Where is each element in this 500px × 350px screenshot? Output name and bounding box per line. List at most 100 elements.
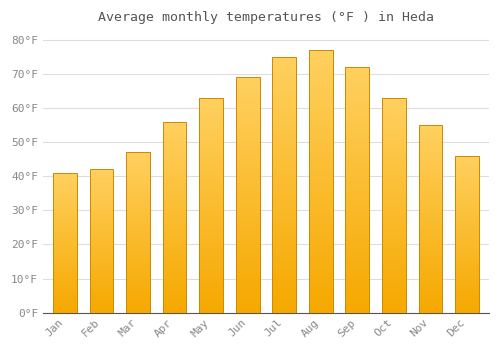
- Bar: [236, 201, 260, 204]
- Bar: [90, 273, 114, 275]
- Bar: [272, 175, 296, 178]
- Bar: [418, 256, 442, 259]
- Bar: [236, 307, 260, 310]
- Bar: [382, 264, 406, 267]
- Bar: [272, 118, 296, 121]
- Bar: [455, 234, 479, 236]
- Bar: [126, 234, 150, 237]
- Bar: [53, 201, 77, 202]
- Bar: [455, 211, 479, 212]
- Bar: [236, 186, 260, 189]
- Bar: [236, 151, 260, 154]
- Bar: [236, 86, 260, 89]
- Bar: [455, 275, 479, 277]
- Bar: [126, 168, 150, 170]
- Bar: [236, 304, 260, 307]
- Bar: [382, 98, 406, 100]
- Bar: [126, 271, 150, 273]
- Bar: [382, 144, 406, 146]
- Bar: [309, 276, 332, 280]
- Bar: [199, 278, 223, 280]
- Bar: [162, 255, 186, 258]
- Bar: [53, 187, 77, 189]
- Bar: [272, 226, 296, 230]
- Bar: [309, 63, 332, 66]
- Bar: [418, 184, 442, 186]
- Bar: [53, 286, 77, 288]
- Bar: [455, 224, 479, 226]
- Bar: [418, 214, 442, 216]
- Bar: [53, 288, 77, 290]
- Bar: [309, 309, 332, 313]
- Bar: [199, 98, 223, 313]
- Bar: [309, 303, 332, 306]
- Bar: [199, 294, 223, 296]
- Bar: [455, 281, 479, 283]
- Bar: [382, 125, 406, 127]
- Bar: [90, 193, 114, 194]
- Bar: [199, 264, 223, 267]
- Bar: [126, 307, 150, 309]
- Bar: [53, 196, 77, 197]
- Bar: [90, 186, 114, 187]
- Bar: [272, 114, 296, 118]
- Bar: [236, 142, 260, 145]
- Bar: [272, 217, 296, 220]
- Bar: [236, 77, 260, 313]
- Bar: [272, 261, 296, 265]
- Bar: [346, 177, 369, 181]
- Bar: [162, 203, 186, 205]
- Bar: [346, 116, 369, 119]
- Bar: [53, 185, 77, 187]
- Bar: [126, 304, 150, 307]
- Bar: [455, 307, 479, 309]
- Bar: [236, 210, 260, 212]
- Bar: [236, 83, 260, 86]
- Bar: [90, 203, 114, 205]
- Bar: [162, 279, 186, 282]
- Bar: [236, 204, 260, 207]
- Bar: [272, 105, 296, 108]
- Bar: [90, 245, 114, 246]
- Bar: [53, 227, 77, 229]
- Bar: [126, 267, 150, 268]
- Bar: [126, 208, 150, 210]
- Bar: [199, 216, 223, 219]
- Bar: [346, 92, 369, 94]
- Bar: [418, 130, 442, 132]
- Bar: [90, 216, 114, 218]
- Bar: [90, 275, 114, 277]
- Bar: [346, 107, 369, 110]
- Bar: [126, 248, 150, 251]
- Bar: [90, 219, 114, 221]
- Bar: [162, 251, 186, 253]
- Bar: [90, 176, 114, 178]
- Bar: [199, 130, 223, 133]
- Bar: [236, 257, 260, 260]
- Bar: [53, 192, 77, 194]
- Bar: [455, 303, 479, 305]
- Bar: [126, 158, 150, 160]
- Bar: [346, 98, 369, 101]
- Bar: [418, 247, 442, 249]
- Bar: [309, 264, 332, 267]
- Bar: [199, 103, 223, 106]
- Bar: [309, 96, 332, 99]
- Bar: [236, 274, 260, 277]
- Bar: [199, 224, 223, 227]
- Bar: [90, 288, 114, 289]
- Bar: [236, 198, 260, 201]
- Bar: [455, 238, 479, 240]
- Bar: [53, 276, 77, 278]
- Bar: [382, 267, 406, 270]
- Bar: [418, 188, 442, 191]
- Bar: [455, 270, 479, 272]
- Bar: [236, 195, 260, 198]
- Bar: [236, 207, 260, 210]
- Bar: [90, 311, 114, 313]
- Bar: [418, 141, 442, 144]
- Bar: [53, 302, 77, 304]
- Bar: [346, 199, 369, 202]
- Bar: [53, 197, 77, 199]
- Bar: [309, 240, 332, 244]
